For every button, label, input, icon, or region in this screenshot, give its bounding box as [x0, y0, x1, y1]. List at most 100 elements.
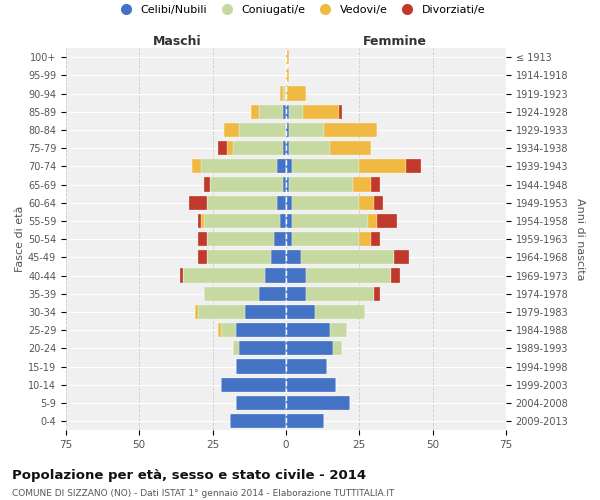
Y-axis label: Fasce di età: Fasce di età: [15, 206, 25, 272]
Bar: [280, 214, 286, 228]
Bar: [283, 86, 286, 101]
Bar: [265, 268, 286, 282]
Bar: [283, 178, 286, 192]
Bar: [286, 286, 307, 301]
Bar: [286, 178, 289, 192]
Bar: [286, 378, 336, 392]
Bar: [233, 342, 239, 355]
Bar: [286, 86, 307, 101]
Bar: [239, 342, 286, 355]
Bar: [206, 232, 274, 246]
Bar: [292, 232, 359, 246]
Bar: [204, 286, 259, 301]
Bar: [277, 196, 286, 210]
Bar: [236, 360, 286, 374]
Bar: [198, 232, 206, 246]
Bar: [218, 323, 221, 338]
Bar: [371, 232, 380, 246]
Bar: [286, 232, 292, 246]
Bar: [280, 86, 283, 101]
Bar: [233, 141, 283, 155]
Bar: [289, 123, 324, 137]
Bar: [236, 396, 286, 410]
Bar: [333, 342, 341, 355]
Bar: [289, 141, 330, 155]
Bar: [239, 123, 286, 137]
Bar: [353, 178, 371, 192]
Bar: [221, 323, 236, 338]
Bar: [224, 123, 239, 137]
Bar: [209, 178, 283, 192]
Bar: [374, 286, 380, 301]
Bar: [204, 214, 280, 228]
Bar: [286, 68, 289, 82]
Bar: [183, 268, 265, 282]
Bar: [251, 104, 259, 119]
Bar: [286, 214, 292, 228]
Y-axis label: Anni di nascita: Anni di nascita: [575, 198, 585, 280]
Bar: [201, 214, 204, 228]
Bar: [198, 305, 245, 319]
Bar: [394, 250, 409, 264]
Bar: [227, 141, 233, 155]
Bar: [359, 159, 406, 174]
Bar: [283, 141, 286, 155]
Bar: [289, 178, 353, 192]
Bar: [292, 159, 359, 174]
Bar: [198, 250, 206, 264]
Bar: [359, 196, 374, 210]
Bar: [315, 305, 365, 319]
Bar: [338, 104, 341, 119]
Bar: [377, 214, 397, 228]
Bar: [283, 104, 286, 119]
Bar: [286, 250, 301, 264]
Bar: [286, 196, 292, 210]
Bar: [286, 323, 330, 338]
Bar: [236, 323, 286, 338]
Bar: [359, 232, 371, 246]
Text: COMUNE DI SIZZANO (NO) - Dati ISTAT 1° gennaio 2014 - Elaborazione TUTTITALIA.IT: COMUNE DI SIZZANO (NO) - Dati ISTAT 1° g…: [12, 488, 394, 498]
Bar: [195, 305, 198, 319]
Bar: [406, 159, 421, 174]
Legend: Celibi/Nubili, Coniugati/e, Vedovi/e, Divorziati/e: Celibi/Nubili, Coniugati/e, Vedovi/e, Di…: [110, 0, 490, 20]
Bar: [286, 360, 327, 374]
Bar: [206, 196, 277, 210]
Bar: [286, 159, 292, 174]
Bar: [301, 250, 394, 264]
Bar: [204, 178, 209, 192]
Bar: [292, 214, 368, 228]
Bar: [218, 141, 227, 155]
Bar: [286, 50, 289, 64]
Bar: [201, 159, 277, 174]
Bar: [206, 250, 271, 264]
Bar: [286, 396, 350, 410]
Bar: [192, 159, 201, 174]
Bar: [230, 414, 286, 428]
Bar: [307, 268, 391, 282]
Bar: [330, 141, 371, 155]
Bar: [221, 378, 286, 392]
Bar: [286, 414, 324, 428]
Text: Popolazione per età, sesso e stato civile - 2014: Popolazione per età, sesso e stato civil…: [12, 470, 366, 482]
Bar: [180, 268, 183, 282]
Bar: [286, 141, 289, 155]
Bar: [304, 104, 338, 119]
Bar: [259, 104, 283, 119]
Bar: [391, 268, 400, 282]
Bar: [286, 268, 307, 282]
Bar: [286, 342, 333, 355]
Bar: [371, 178, 380, 192]
Bar: [198, 214, 201, 228]
Bar: [189, 196, 206, 210]
Bar: [286, 305, 315, 319]
Bar: [274, 232, 286, 246]
Bar: [271, 250, 286, 264]
Bar: [368, 214, 377, 228]
Bar: [292, 196, 359, 210]
Text: Maschi: Maschi: [153, 35, 202, 48]
Bar: [307, 286, 374, 301]
Bar: [259, 286, 286, 301]
Bar: [286, 123, 289, 137]
Bar: [245, 305, 286, 319]
Bar: [324, 123, 377, 137]
